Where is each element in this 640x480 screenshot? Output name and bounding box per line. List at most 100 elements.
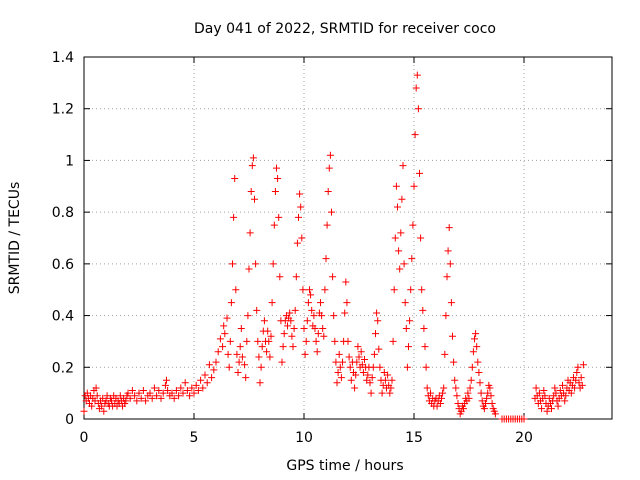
data-point [567,389,575,397]
data-point [220,322,228,330]
data-point [551,384,559,392]
x-axis-label: GPS time / hours [286,458,403,474]
data-point [353,358,361,366]
data-point [473,343,481,351]
data-point [298,234,306,242]
data-point [454,399,462,407]
x-tick-label: 5 [190,430,199,446]
data-point [159,389,167,397]
data-point [146,389,154,397]
data-point [219,343,227,351]
data-point [288,332,296,340]
data-point [366,379,374,387]
data-point [243,337,251,345]
data-point [352,371,360,379]
data-point [410,182,418,190]
data-point [325,164,333,172]
data-point [398,195,406,203]
data-point [216,335,224,343]
data-point [346,363,354,371]
data-point [122,397,130,405]
data-point [427,389,434,397]
data-point [440,384,448,392]
data-point [474,358,482,366]
data-point [229,260,236,268]
data-point [194,387,202,395]
data-point [236,343,244,351]
data-point [574,363,582,371]
data-point [445,224,453,232]
data-point [331,337,339,345]
data-point [80,407,88,415]
data-point [345,353,353,361]
data-point [278,358,286,366]
data-point [256,379,264,387]
data-point [88,402,96,410]
data-point [223,314,231,322]
data-point [268,299,276,307]
data-point [449,332,456,340]
data-point [491,410,499,418]
data-point [579,361,587,369]
data-point [168,389,176,397]
x-tick-label: 10 [295,430,313,446]
data-point [287,317,295,325]
data-point [469,348,477,356]
data-point [172,387,180,395]
data-point [394,203,401,211]
data-point [258,343,266,351]
data-point [416,169,423,177]
data-point [273,164,280,172]
data-point [295,213,302,221]
y-tick-label: 0.8 [52,205,74,221]
data-point [577,374,585,382]
data-point [532,384,540,392]
data-point [286,309,294,317]
data-point [186,392,194,400]
data-point [409,221,417,229]
data-point [197,376,205,384]
data-point [254,337,262,345]
data-point [214,348,222,356]
data-point [308,306,316,314]
data-point [384,371,392,379]
data-point [438,394,445,402]
data-point [135,389,143,397]
data-point [232,286,240,294]
data-point [128,387,136,395]
data-point [302,337,310,345]
data-point [423,384,431,392]
data-point [329,273,337,281]
data-point [421,343,429,351]
data-point [276,273,284,281]
data-point [464,389,472,397]
data-point [559,381,566,389]
data-point [311,325,319,332]
data-point [465,394,473,402]
data-point [299,286,307,294]
data-point [264,327,272,335]
grid-lines [84,57,612,419]
data-point [246,229,254,237]
data-point [255,353,263,361]
data-point [443,273,451,281]
data-point [337,374,345,382]
data-point [451,376,459,384]
data-point [342,278,350,286]
data-point [450,358,458,366]
data-point [391,234,399,242]
data-point [447,299,455,307]
data-point [269,260,277,268]
data-point [150,384,158,392]
data-point [93,392,101,400]
data-point [422,363,430,371]
data-point [175,392,183,400]
data-point [323,221,331,229]
data-point [235,358,243,366]
data-point [271,187,279,195]
data-point [477,389,485,397]
data-point [339,358,346,366]
data-point [355,353,363,361]
data-point [439,389,447,397]
data-point [183,387,191,395]
